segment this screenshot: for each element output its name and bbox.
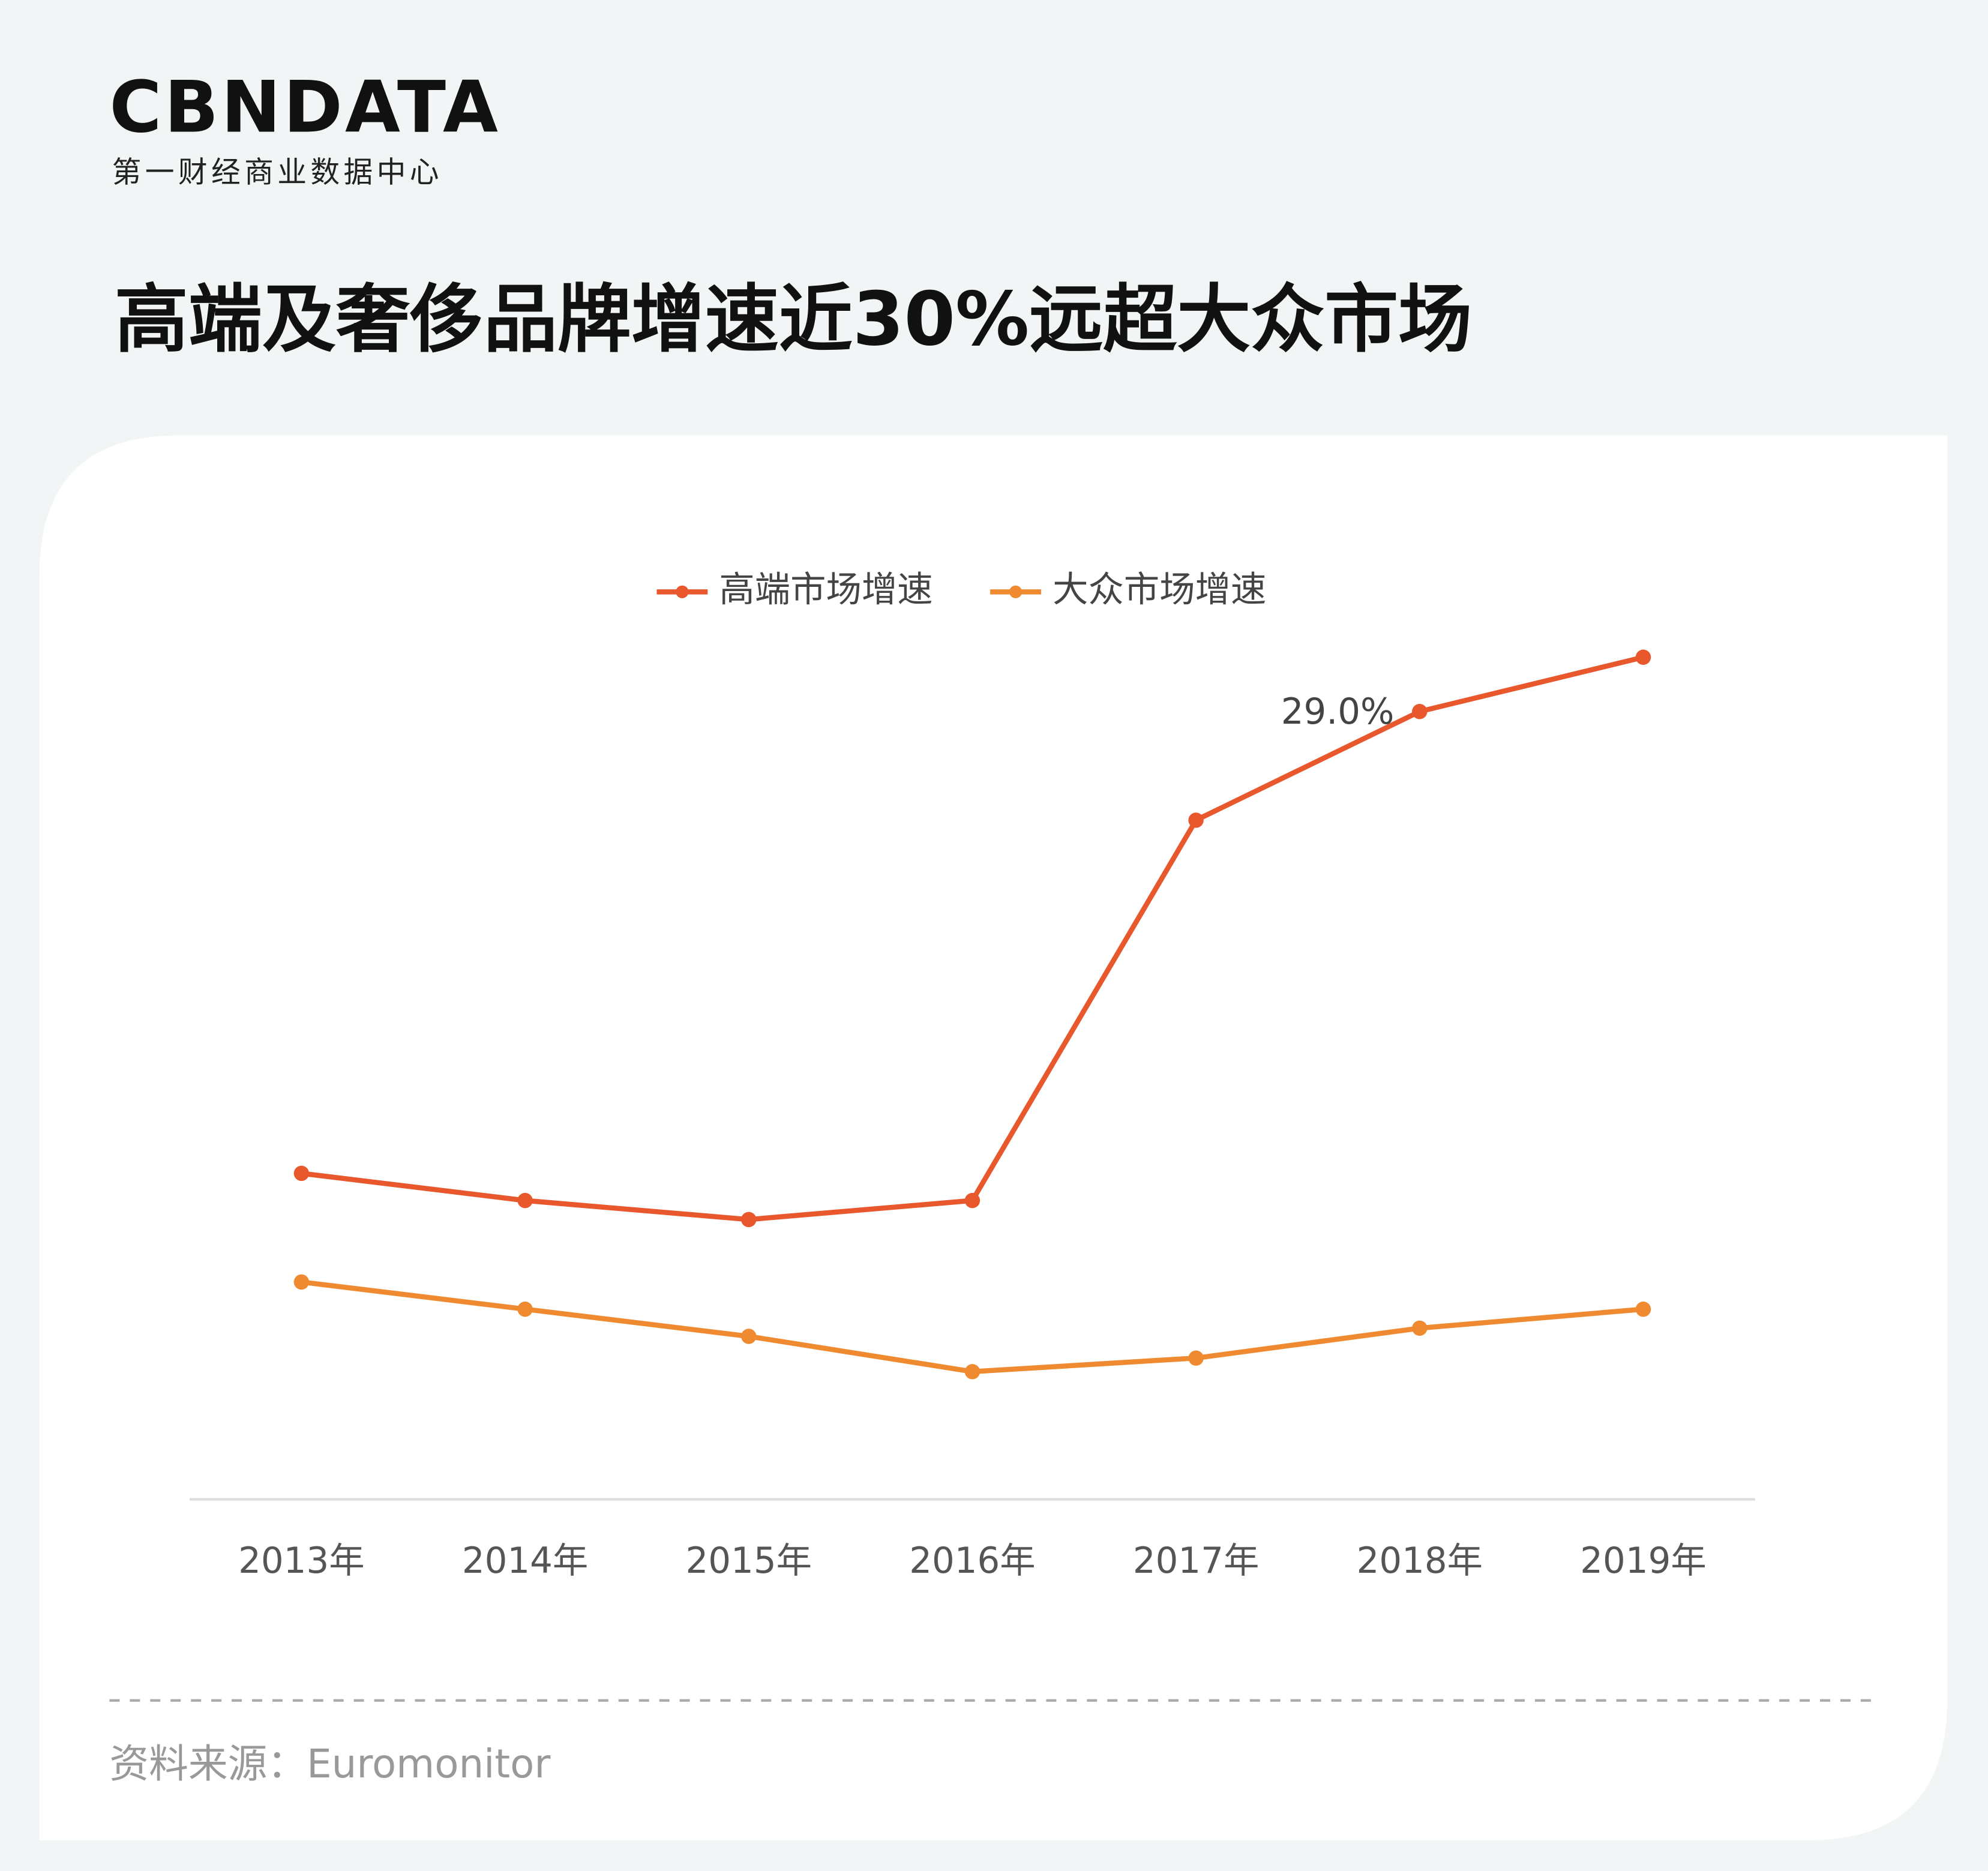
x-tick-label: 2017年: [1133, 1540, 1259, 1582]
x-tick-label: 2014年: [462, 1540, 588, 1582]
logo-subtitle: 第一财经商业数据中心: [112, 155, 443, 190]
data-point: [741, 1212, 757, 1228]
legend-dot: [676, 585, 689, 598]
legend-label: 大众市场增速: [1053, 569, 1266, 610]
data-point: [1188, 1350, 1204, 1366]
data-point: [1635, 649, 1651, 665]
legend-label: 高端市场增速: [719, 569, 932, 610]
data-point: [517, 1192, 533, 1209]
data-point: [1412, 704, 1428, 719]
x-tick-label: 2016年: [909, 1540, 1035, 1582]
source: 资料来源：Euromonitor: [109, 1741, 551, 1787]
data-point: [1412, 1320, 1428, 1336]
data-label: 29.0%: [1281, 691, 1395, 733]
data-point: [517, 1301, 533, 1317]
x-tick-label: 2013年: [238, 1540, 364, 1582]
data-point: [964, 1192, 980, 1209]
legend-dot: [1009, 585, 1023, 598]
x-tick-label: 2018年: [1357, 1540, 1483, 1582]
data-point: [293, 1274, 310, 1290]
logo: CBNDATA: [109, 66, 500, 149]
data-point: [1635, 1301, 1651, 1317]
chart-title: 高端及奢侈品牌增速近30%远超大众市场: [115, 277, 1472, 363]
x-tick-label: 2019年: [1580, 1540, 1706, 1582]
data-point: [741, 1329, 757, 1344]
data-point: [293, 1165, 310, 1182]
data-point: [964, 1364, 980, 1380]
card: [39, 435, 1948, 1841]
x-tick-label: 2015年: [686, 1540, 812, 1582]
data-point: [1188, 812, 1204, 828]
